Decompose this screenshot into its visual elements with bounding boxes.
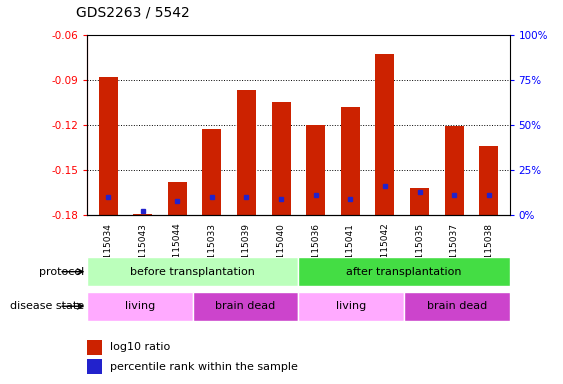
Bar — [87, 340, 102, 355]
Bar — [306, 125, 325, 215]
Bar — [445, 126, 464, 215]
Bar — [193, 292, 298, 321]
Bar — [479, 146, 498, 215]
Text: before transplantation: before transplantation — [131, 266, 255, 277]
Bar — [168, 182, 187, 215]
Bar — [133, 214, 152, 215]
Text: GDS2263 / 5542: GDS2263 / 5542 — [76, 5, 190, 19]
Text: living: living — [336, 301, 367, 311]
Bar — [404, 292, 510, 321]
Bar — [202, 129, 221, 215]
Bar — [87, 359, 102, 374]
Bar — [376, 54, 395, 215]
Text: protocol: protocol — [39, 266, 84, 277]
Text: living: living — [125, 301, 155, 311]
Text: log10 ratio: log10 ratio — [110, 342, 171, 352]
Bar — [87, 292, 193, 321]
Text: brain dead: brain dead — [216, 301, 276, 311]
Bar — [87, 257, 298, 286]
Text: disease state: disease state — [10, 301, 84, 311]
Text: percentile rank within the sample: percentile rank within the sample — [110, 362, 298, 372]
Bar — [237, 90, 256, 215]
Bar — [271, 102, 291, 215]
Bar — [341, 107, 360, 215]
Text: brain dead: brain dead — [427, 301, 487, 311]
Text: after transplantation: after transplantation — [346, 266, 462, 277]
Bar — [298, 257, 510, 286]
Bar — [410, 188, 429, 215]
Bar — [298, 292, 404, 321]
Bar — [99, 77, 118, 215]
